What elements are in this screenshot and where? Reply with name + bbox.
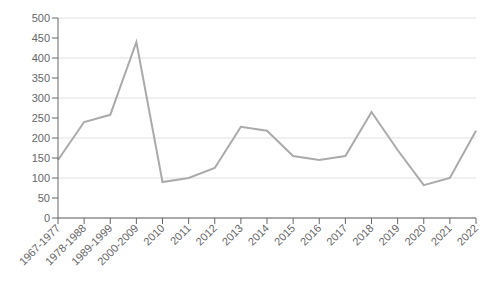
svg-text:400: 400	[32, 52, 50, 64]
svg-text:2010: 2010	[141, 222, 167, 248]
svg-text:1989-1999: 1989-1999	[68, 221, 115, 268]
svg-text:50: 50	[38, 192, 50, 204]
svg-text:100: 100	[32, 172, 50, 184]
svg-text:150: 150	[32, 152, 50, 164]
svg-text:1967-1977: 1967-1977	[16, 221, 63, 268]
svg-text:0: 0	[44, 212, 50, 224]
svg-text:2013: 2013	[219, 222, 245, 248]
svg-text:2018: 2018	[350, 222, 376, 248]
svg-text:2015: 2015	[272, 222, 298, 248]
svg-text:2020: 2020	[402, 222, 428, 248]
svg-text:2022: 2022	[454, 222, 480, 248]
svg-text:2016: 2016	[298, 222, 324, 248]
svg-text:2011: 2011	[168, 222, 193, 247]
svg-text:2000-2009: 2000-2009	[95, 222, 141, 268]
svg-text:2021: 2021	[428, 222, 454, 248]
svg-text:2014: 2014	[245, 222, 271, 248]
svg-text:500: 500	[32, 12, 50, 24]
svg-text:450: 450	[32, 32, 50, 44]
svg-text:2019: 2019	[376, 222, 402, 248]
svg-text:350: 350	[32, 72, 50, 84]
svg-text:300: 300	[32, 92, 50, 104]
svg-text:2017: 2017	[324, 222, 350, 248]
svg-text:200: 200	[32, 132, 50, 144]
svg-text:250: 250	[32, 112, 50, 124]
svg-text:2012: 2012	[193, 222, 219, 248]
svg-text:1978-1988: 1978-1988	[42, 221, 89, 268]
